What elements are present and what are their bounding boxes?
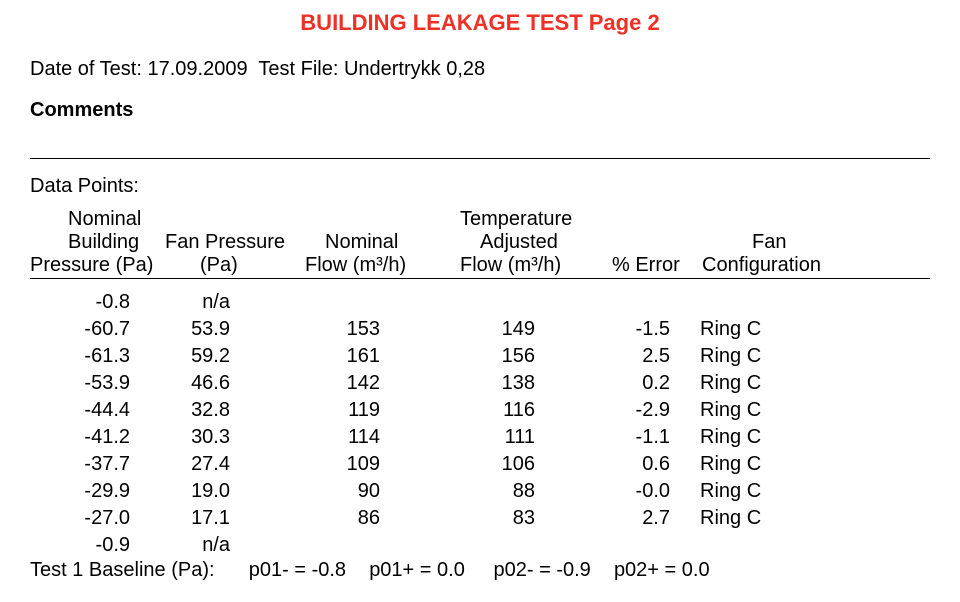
cell-c2: 30.3 xyxy=(170,424,230,451)
cell-c3: 119 xyxy=(320,397,380,424)
baseline-line: Test 1 Baseline (Pa): p01- = -0.8 p01+ =… xyxy=(30,559,930,582)
table-row: -0.8 n/a xyxy=(30,289,930,316)
col4-h3: Flow (m³/h) xyxy=(460,254,561,277)
comments-heading: Comments xyxy=(30,99,930,122)
col6-h2: Configuration xyxy=(702,254,821,277)
cell-c3: 161 xyxy=(320,343,380,370)
cell-c6: Ring C xyxy=(700,316,761,343)
cell-c3: 86 xyxy=(320,505,380,532)
data-rows: -0.8 n/a -60.7 53.9 153 149 -1.5 Ring C -61.3 59.… xyxy=(30,289,930,559)
baseline-p02m: p02- = -0.9 xyxy=(494,559,591,581)
meta-line: Date of Test: 17.09.2009 Test File: Unde… xyxy=(30,58,930,81)
baseline-p01m: p01- = -0.8 xyxy=(249,559,346,581)
cell-c4: 156 xyxy=(475,343,535,370)
col1-h1: Nominal xyxy=(68,208,141,231)
cell-c6: Ring C xyxy=(700,343,761,370)
divider-mid xyxy=(30,278,930,279)
cell-c1: -29.9 xyxy=(60,478,130,505)
cell-c2: 53.9 xyxy=(170,316,230,343)
cell-c1: -0.8 xyxy=(60,289,130,316)
cell-c1: -60.7 xyxy=(60,316,130,343)
col2-h1: Fan Pressure xyxy=(165,231,285,254)
col3-h2: Flow (m³/h) xyxy=(305,254,406,277)
cell-c2: 59.2 xyxy=(170,343,230,370)
cell-c1: -53.9 xyxy=(60,370,130,397)
col5-h: % Error xyxy=(612,254,680,277)
cell-c4: 149 xyxy=(475,316,535,343)
cell-c4: 88 xyxy=(475,478,535,505)
cell-c1: -44.4 xyxy=(60,397,130,424)
col2-h2: (Pa) xyxy=(200,254,238,277)
cell-c5: 0.2 xyxy=(610,370,670,397)
col3-h1: Nominal xyxy=(325,231,398,254)
cell-c5: -0.0 xyxy=(610,478,670,505)
col4-h1: Temperature xyxy=(460,208,572,231)
cell-c6: Ring C xyxy=(700,397,761,424)
file-value: Undertrykk 0,28 xyxy=(344,58,485,80)
cell-c1: -0.9 xyxy=(60,532,130,559)
table-row: -41.2 30.3 114 111 -1.1 Ring C xyxy=(30,424,930,451)
cell-c4: 116 xyxy=(475,397,535,424)
cell-c3: 109 xyxy=(320,451,380,478)
divider-top xyxy=(30,158,930,159)
cell-c3: 90 xyxy=(320,478,380,505)
cell-c5: -1.1 xyxy=(610,424,670,451)
col6-h1: Fan xyxy=(752,231,786,254)
cell-c4: 83 xyxy=(475,505,535,532)
col1-h3: Pressure (Pa) xyxy=(30,254,153,277)
cell-c6: Ring C xyxy=(700,505,761,532)
table-row: -44.4 32.8 119 116 -2.9 Ring C xyxy=(30,397,930,424)
table-row: -37.7 27.4 109 106 0.6 Ring C xyxy=(30,451,930,478)
cell-c1: -27.0 xyxy=(60,505,130,532)
cell-c1: -41.2 xyxy=(60,424,130,451)
cell-c5: -1.5 xyxy=(610,316,670,343)
table-row: -53.9 46.6 142 138 0.2 Ring C xyxy=(30,370,930,397)
cell-c1: -61.3 xyxy=(60,343,130,370)
baseline-p02p: p02+ = 0.0 xyxy=(614,559,710,581)
cell-c5: 2.5 xyxy=(610,343,670,370)
cell-c5: 0.6 xyxy=(610,451,670,478)
data-points-heading: Data Points: xyxy=(30,175,930,198)
cell-c5: -2.9 xyxy=(610,397,670,424)
cell-c5: 2.7 xyxy=(610,505,670,532)
col4-h2: Adjusted xyxy=(480,231,558,254)
cell-c1: -37.7 xyxy=(60,451,130,478)
cell-c2: 32.8 xyxy=(170,397,230,424)
date-label: Date of Test: xyxy=(30,58,142,80)
cell-c2: n/a xyxy=(170,289,230,316)
cell-c2: 19.0 xyxy=(170,478,230,505)
baseline-prefix: Test 1 Baseline (Pa): xyxy=(30,559,215,581)
cell-c6: Ring C xyxy=(700,370,761,397)
cell-c2: n/a xyxy=(170,532,230,559)
table-row: -61.3 59.2 161 156 2.5 Ring C xyxy=(30,343,930,370)
table-row: -60.7 53.9 153 149 -1.5 Ring C xyxy=(30,316,930,343)
cell-c4: 111 xyxy=(475,424,535,451)
cell-c2: 46.6 xyxy=(170,370,230,397)
cell-c3: 114 xyxy=(320,424,380,451)
table-row: -27.0 17.1 86 83 2.7 Ring C xyxy=(30,505,930,532)
table-header: Nominal Building Pressure (Pa) Fan Press… xyxy=(30,208,930,278)
table-row: -29.9 19.0 90 88 -0.0 Ring C xyxy=(30,478,930,505)
table-row: -0.9 n/a xyxy=(30,532,930,559)
date-value: 17.09.2009 xyxy=(147,58,247,80)
cell-c6: Ring C xyxy=(700,451,761,478)
cell-c4: 106 xyxy=(475,451,535,478)
cell-c6: Ring C xyxy=(700,424,761,451)
baseline-p01p: p01+ = 0.0 xyxy=(369,559,465,581)
cell-c2: 27.4 xyxy=(170,451,230,478)
cell-c2: 17.1 xyxy=(170,505,230,532)
cell-c3: 153 xyxy=(320,316,380,343)
cell-c4: 138 xyxy=(475,370,535,397)
cell-c3: 142 xyxy=(320,370,380,397)
cell-c6: Ring C xyxy=(700,478,761,505)
page-title: BUILDING LEAKAGE TEST Page 2 xyxy=(30,10,930,36)
file-label: Test File: xyxy=(258,58,338,80)
col1-h2: Building xyxy=(68,231,139,254)
